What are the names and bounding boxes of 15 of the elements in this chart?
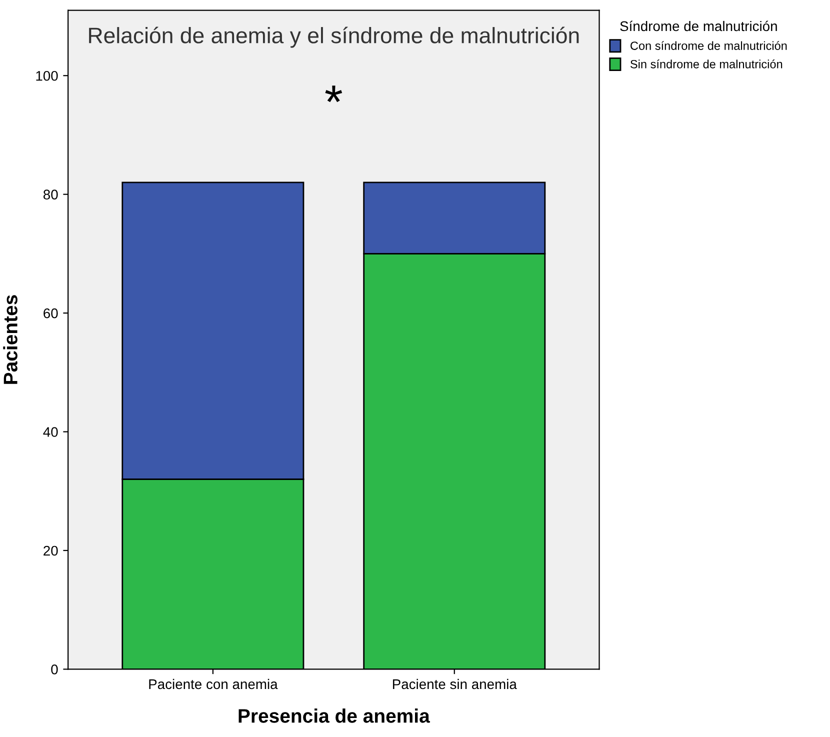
y-axis-title: Pacientes <box>3 295 18 384</box>
legend-title: Síndrome de malnutrición <box>620 20 777 32</box>
legend-label: Con síndrome de malnutrición <box>630 41 787 50</box>
x-axis-title: Presencia de anemia <box>238 708 430 723</box>
y-tick-label: 20 <box>44 546 58 556</box>
y-tick-label: 40 <box>43 427 58 437</box>
x-tick-label: Paciente con anemia <box>149 678 278 690</box>
y-tick-label: 0 <box>51 664 58 674</box>
y-tick-label: 60 <box>44 308 58 318</box>
y-tick-label: 100 <box>36 70 58 81</box>
y-tick-label: 80 <box>43 190 58 200</box>
annotation: * <box>325 86 342 102</box>
text: Relación de anemia y el síndrome de malnutrición <box>89 26 579 48</box>
legend-label: Sin síndrome de malnutrición <box>630 60 782 68</box>
x-tick-label: Paciente sin anemia <box>392 678 517 690</box>
